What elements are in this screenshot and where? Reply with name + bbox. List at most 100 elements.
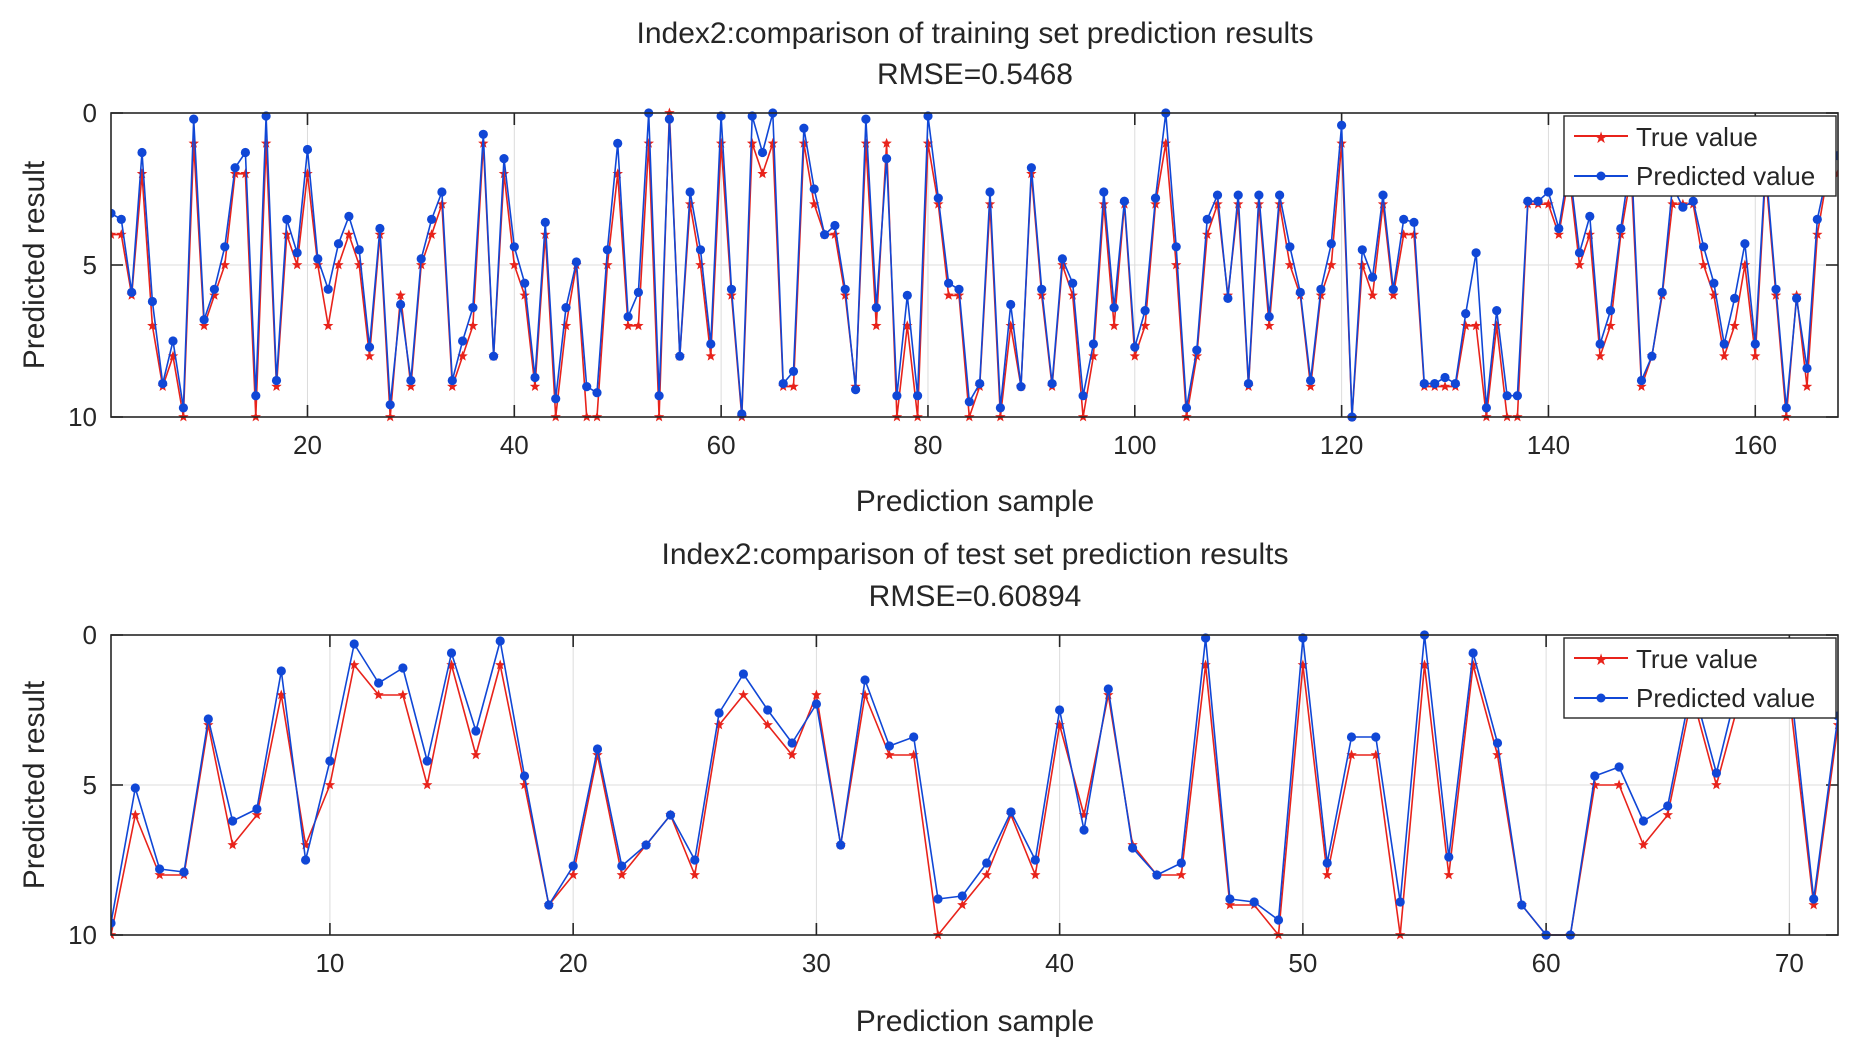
predicted-value-point [933,894,943,904]
x-tick-label: 120 [1320,430,1363,460]
true-value-point [154,869,165,880]
x-tick-labels: 20 40 60 80 100 120 140 160 [293,430,1777,460]
x-tick-label: 10 [315,948,344,978]
predicted-value-point [788,366,799,376]
true-value-point [622,320,634,331]
true-value-point [422,779,433,790]
true-value-point [364,350,375,361]
true-value-point [373,689,384,700]
predicted-value-point [540,217,550,227]
true-value-point [1388,289,1399,300]
true-value-point [281,229,292,239]
predicted-value-point [665,810,676,820]
predicted-value-point [1068,278,1078,288]
predicted-value-point [592,744,603,754]
predicted-value-point [1030,855,1040,865]
predicted-value-point [1590,771,1600,781]
predicted-value-point [1471,248,1481,258]
predicted-value-point [301,855,311,865]
predicted-value-point [374,678,384,688]
true-value-point [1636,381,1647,391]
predicted-value-point [1128,843,1138,853]
predicted-value-point [1243,379,1254,389]
predicted-value-point [1223,293,1233,303]
true-value-point [1322,869,1333,880]
true-value-point [111,229,117,239]
true-value-point [130,809,141,820]
x-tick-label: 160 [1734,430,1777,460]
true-value-point [302,168,313,179]
true-value-point [860,137,872,148]
true-value-point [767,137,779,148]
x-tick-label: 20 [559,948,588,978]
true-value-point [1284,259,1296,270]
legend-box [1563,637,1837,719]
predicted-value-point [354,245,364,255]
predicted-value-point [385,400,395,410]
true-value-point [1750,350,1761,361]
predicted-value-point [530,372,540,383]
predicted-value-point [1079,825,1089,835]
legend-marker-predicted [1596,693,1606,703]
true-value-point [1605,320,1616,331]
chart-subtitle: RMSE=0.5468 [877,58,1073,91]
x-tick-label: 70 [1775,948,1804,978]
true-value-point [1200,659,1211,670]
true-value-point [188,137,199,148]
predicted-value-point [1103,684,1113,694]
true-value-point [1326,259,1337,270]
predicted-value-point [757,147,768,158]
predicted-value-point [1657,287,1667,297]
predicted-value-point [1688,196,1698,206]
predicted-value-point [1037,284,1047,294]
true-value-point [788,381,799,391]
predicted-value-point [1395,897,1405,907]
predicted-value-point [520,278,530,288]
true-value-point [715,137,727,148]
predicted-value-point [1678,202,1688,212]
true-value-point [136,168,148,179]
x-tick-label: 140 [1527,430,1570,460]
y-axis-label: Predicted result [18,160,51,369]
predicted-value-point [1088,339,1098,349]
true-value-point [116,229,127,239]
legend-label-predicted: Predicted value [1636,683,1815,713]
predicted-value-point [982,858,992,868]
predicted-value-point [1055,705,1065,715]
true-value-point [1005,320,1016,331]
legend-label-true: True value [1636,644,1758,674]
true-value-point [1224,899,1236,910]
predicted-value-point [763,705,773,715]
y-tick-labels: 0 5 10 [68,98,97,432]
true-value-point [276,689,287,700]
predicted-value-point [1409,217,1419,227]
predicted-value-point [1638,816,1648,826]
predicted-value-point [189,114,199,124]
predicted-value-point [349,639,359,649]
predicted-value-point [1295,287,1305,297]
predicted-value-point [276,666,286,676]
predicted-value-point [1285,242,1295,252]
true-value-point [689,869,700,880]
predicted-value-point [230,163,240,173]
true-value-point [1212,198,1223,209]
true-value-point [1305,381,1316,391]
true-value-point [560,320,572,331]
predicted-value-point [871,303,881,313]
true-value-point [592,749,603,760]
predicted-value-point [427,214,437,224]
true-value-point [343,229,355,239]
predicted-value-point [252,804,262,814]
predicted-value-point [1016,382,1026,392]
test-chart: Index2:comparison of test set prediction… [18,538,1839,1038]
predicted-value-point [1699,242,1709,252]
true-value-point [1708,289,1720,300]
predicted-value-point [957,891,967,901]
true-value-point [291,259,303,270]
predicted-value-point [458,336,468,346]
predicted-value-point [582,382,592,392]
predicted-value-point [714,708,724,718]
predicted-value-point [1192,345,1202,355]
x-tick-label: 40 [500,430,529,460]
legend-label-true: True value [1636,122,1758,152]
